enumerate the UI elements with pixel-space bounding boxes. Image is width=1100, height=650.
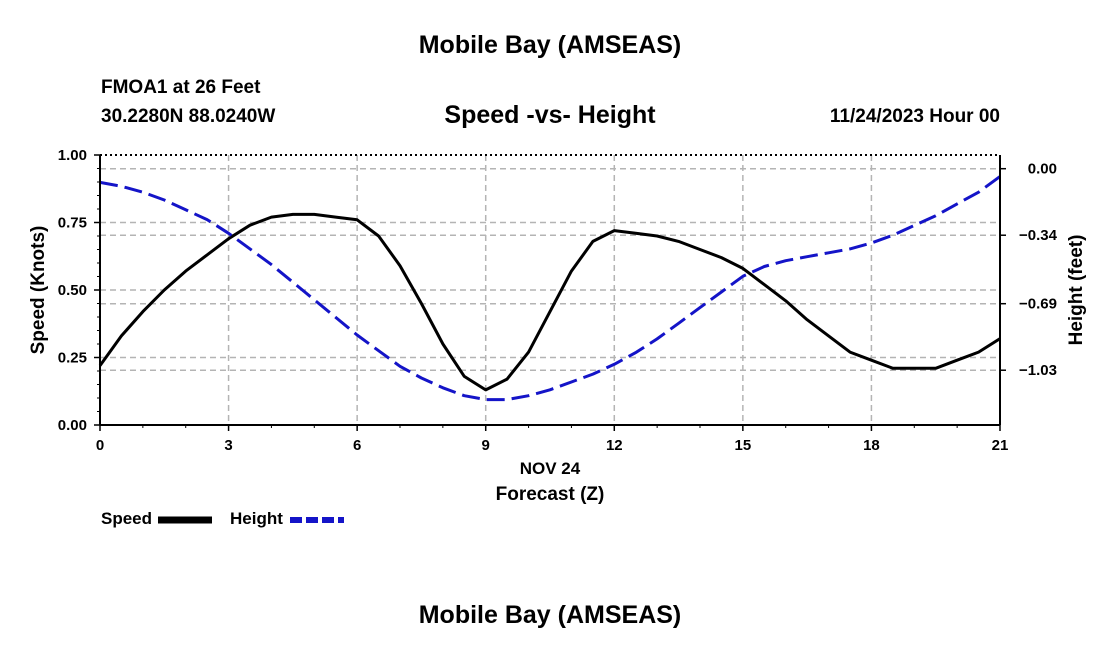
grid-lines — [100, 155, 1000, 425]
axes — [94, 154, 1006, 431]
legend-height-swatch — [290, 517, 344, 523]
x-tick-label: 15 — [735, 437, 752, 454]
legend-height-label: Height — [230, 509, 283, 528]
x-tick-label: 12 — [606, 437, 623, 454]
x-tick-label: 3 — [224, 437, 232, 454]
coordinates-label: 30.2280N 88.0240W — [101, 106, 276, 127]
x-tick-label: 0 — [96, 437, 104, 454]
y-left-tick-label: 0.00 — [58, 417, 87, 434]
x-tick-label: 18 — [863, 437, 880, 454]
series-line-speed — [98, 212, 1001, 392]
y-left-tick-label: 1.00 — [58, 147, 87, 164]
footer-title: Mobile Bay (AMSEAS) — [418, 601, 682, 629]
y-left-tick-label: 0.50 — [58, 282, 87, 299]
y-left-tick-label: 0.25 — [58, 350, 87, 367]
series-lines — [98, 175, 1001, 402]
y-right-tick-label: 0.00 — [1028, 161, 1057, 178]
y-axis-left-label: Speed (Knots) — [28, 226, 49, 355]
station-label: FMOA1 at 26 Feet — [101, 77, 261, 98]
y-right-tick-label: −0.69 — [1019, 296, 1057, 313]
series-line-height — [99, 175, 1001, 402]
x-tick-label: 6 — [353, 437, 361, 454]
x-axis-date-label: NOV 24 — [520, 459, 581, 478]
x-tick-label: 21 — [992, 437, 1009, 454]
forecast-datetime: 11/24/2023 Hour 00 — [829, 106, 1000, 127]
chart-title: Mobile Bay (AMSEAS) — [418, 31, 682, 59]
tick-labels: 0 3 6 9 12 15 18 21 0.00 0.25 0.50 0.75 1.00 0.00 −0.3… — [58, 147, 1058, 454]
y-right-tick-label: −1.03 — [1019, 362, 1057, 379]
y-axis-right-label: Height (feet) — [1066, 235, 1087, 346]
y-left-tick-label: 0.75 — [58, 215, 87, 232]
legend-speed-swatch — [158, 516, 212, 524]
x-axis-label: Forecast (Z) — [496, 484, 605, 505]
x-tick-label: 9 — [482, 437, 490, 454]
chart-subtitle: Speed -vs- Height — [444, 101, 656, 129]
legend-speed-label: Speed — [101, 509, 153, 528]
y-right-tick-label: −0.34 — [1019, 227, 1058, 244]
